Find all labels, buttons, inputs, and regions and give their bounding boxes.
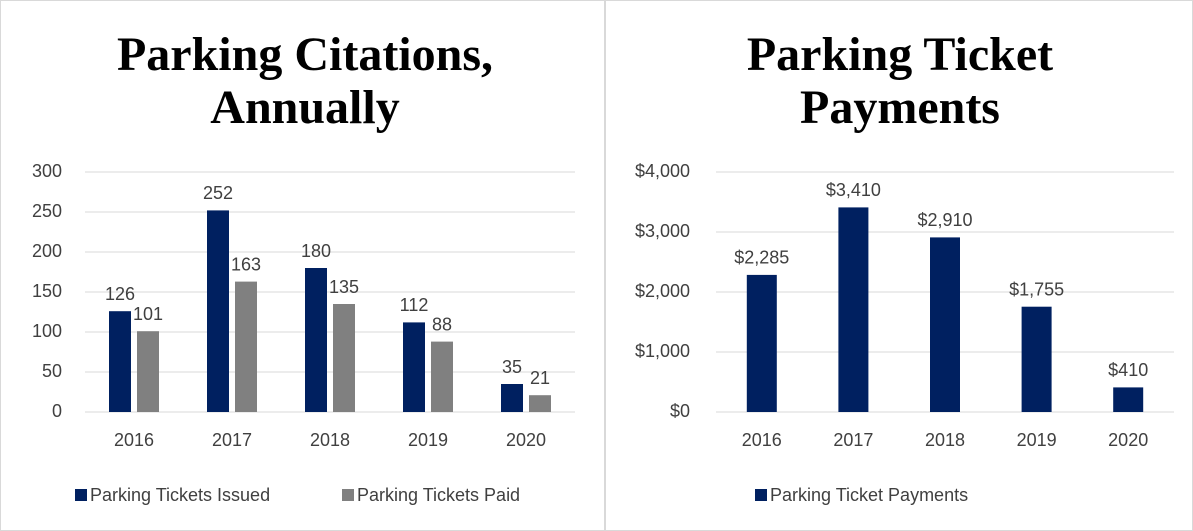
data-label: $410 — [1108, 360, 1148, 380]
y-tick-label: 200 — [32, 241, 62, 261]
y-tick-label: 150 — [32, 281, 62, 301]
chart-title: Parking Ticket Payments — [746, 28, 1054, 134]
bar — [207, 210, 229, 412]
x-tick-label: 2016 — [114, 430, 154, 450]
chart-title: Parking Citations, Annually — [116, 28, 494, 134]
bar — [235, 281, 257, 412]
data-label: $1,755 — [1009, 279, 1064, 299]
x-tick-label: 2020 — [1108, 430, 1148, 450]
legend-label: Parking Tickets Paid — [357, 485, 520, 505]
bar — [109, 311, 131, 412]
y-tick-label: 50 — [42, 361, 62, 381]
data-label: 88 — [432, 314, 452, 334]
data-label: 180 — [301, 241, 331, 261]
legend-swatch — [75, 489, 87, 501]
bar — [746, 274, 777, 412]
bar — [333, 304, 355, 412]
x-tick-label: 2016 — [742, 430, 782, 450]
data-label: 21 — [530, 368, 550, 388]
data-label: $2,285 — [734, 248, 789, 268]
data-label: 35 — [502, 357, 522, 377]
bar — [431, 341, 453, 412]
x-tick-label: 2017 — [833, 430, 873, 450]
bar — [1113, 387, 1144, 412]
data-label: 101 — [133, 304, 163, 324]
bar — [501, 384, 523, 412]
legend-label: Parking Ticket Payments — [770, 485, 968, 505]
y-tick-label: 300 — [32, 161, 62, 181]
legend-swatch — [342, 489, 354, 501]
bar — [529, 395, 551, 412]
data-label: 112 — [400, 295, 429, 315]
y-tick-label: $0 — [670, 401, 690, 421]
y-tick-label: $3,000 — [635, 221, 690, 241]
bar — [137, 331, 159, 412]
data-label: 135 — [329, 277, 359, 297]
bar — [403, 322, 425, 412]
x-tick-label: 2019 — [408, 430, 448, 450]
y-tick-label: 250 — [32, 201, 62, 221]
legend-label: Parking Tickets Issued — [90, 485, 270, 505]
x-tick-label: 2018 — [925, 430, 965, 450]
x-tick-label: 2018 — [310, 430, 350, 450]
bar — [930, 237, 960, 412]
legend-swatch — [755, 489, 767, 501]
bar — [1021, 306, 1052, 412]
x-tick-label: 2020 — [506, 430, 546, 450]
bar — [305, 268, 327, 412]
y-tick-label: $4,000 — [635, 161, 690, 181]
y-tick-label: 100 — [32, 321, 62, 341]
x-tick-label: 2019 — [1017, 430, 1057, 450]
data-label: $3,410 — [826, 180, 881, 200]
bar — [838, 207, 869, 412]
data-label: 163 — [231, 254, 261, 274]
data-label: 252 — [203, 183, 233, 203]
y-tick-label: $2,000 — [635, 281, 690, 301]
y-tick-label: $1,000 — [635, 341, 690, 361]
data-label: 126 — [105, 284, 135, 304]
y-tick-label: 0 — [52, 401, 62, 421]
data-label: $2,910 — [917, 210, 972, 230]
x-tick-label: 2017 — [212, 430, 252, 450]
